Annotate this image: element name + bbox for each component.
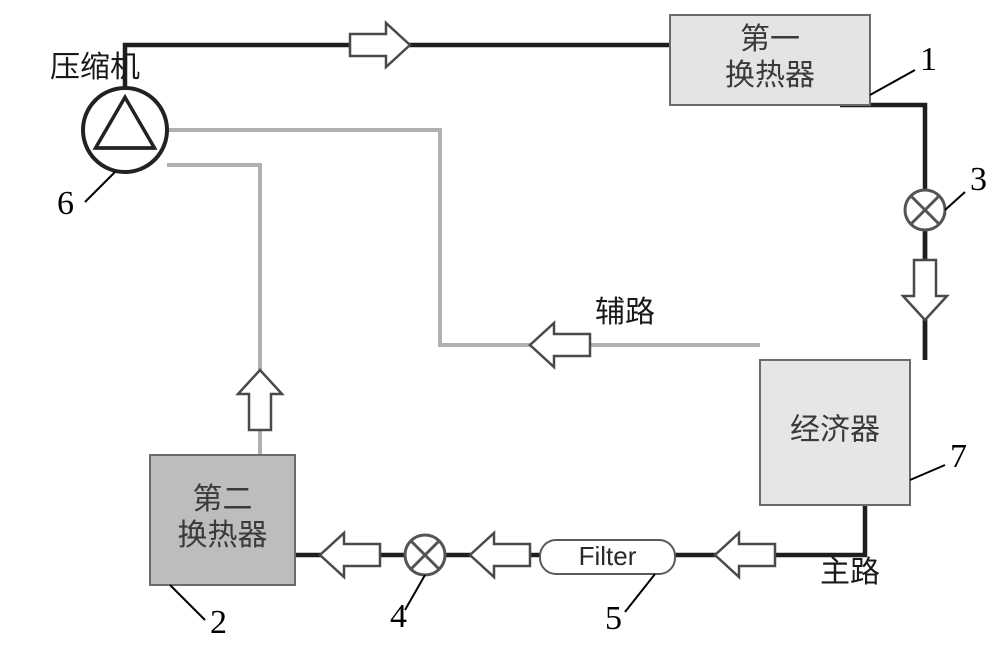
flow-arrow	[238, 370, 282, 430]
aux-path-label: 辅路	[595, 296, 655, 329]
flow-arrow	[530, 323, 590, 367]
component-label: 第二	[193, 483, 253, 516]
compressor-label: 压缩机	[50, 51, 140, 84]
flow-arrow	[350, 23, 410, 67]
ref-number: 3	[970, 161, 987, 198]
refrigeration-cycle-diagram: 第一换热器第二换热器经济器Filter压缩机辅路主路1375426	[0, 0, 1000, 656]
leader-line	[85, 172, 115, 202]
ref-number: 1	[920, 41, 937, 78]
flow-arrow	[470, 533, 530, 577]
pipe-hx2-to-compressor	[167, 165, 260, 455]
main-path-label: 主路	[820, 556, 880, 589]
component-label: 换热器	[725, 59, 815, 92]
leader-line	[870, 70, 915, 95]
flow-arrow	[903, 260, 947, 320]
pipe-hx1-to-valve3	[840, 105, 925, 360]
flow-arrow	[715, 533, 775, 577]
leader-line	[945, 192, 965, 210]
flow-arrow	[320, 533, 380, 577]
ref-number: 4	[390, 598, 407, 635]
leader-line	[405, 575, 425, 610]
leader-line	[910, 465, 945, 480]
leader-line	[625, 574, 655, 612]
component-label: 第一	[740, 23, 800, 56]
ref-number: 5	[605, 600, 622, 637]
ref-number: 6	[57, 185, 74, 222]
ref-number: 7	[950, 438, 967, 475]
pipe-aux	[167, 130, 760, 345]
component-label: 经济器	[790, 413, 880, 446]
filter-label: Filter	[579, 541, 637, 571]
component-label: 换热器	[178, 519, 268, 552]
ref-number: 2	[210, 604, 227, 641]
leader-line	[170, 585, 205, 620]
